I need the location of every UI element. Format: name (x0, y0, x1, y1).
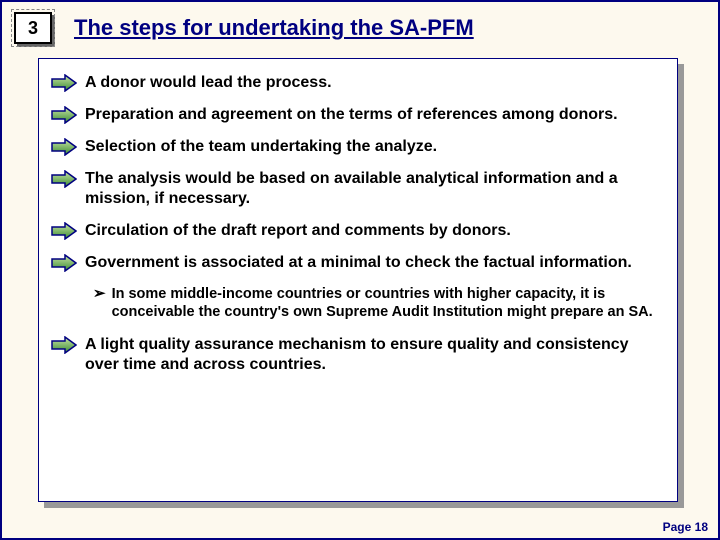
content-box: A donor would lead the process. Preparat… (38, 58, 678, 502)
chevron-icon: ➢ (93, 285, 106, 303)
arrow-icon (51, 106, 77, 124)
arrow-icon (51, 74, 77, 92)
bullet-text: Circulation of the draft report and comm… (85, 221, 657, 241)
bullet-text: A donor would lead the process. (85, 73, 657, 93)
bullet-item: Government is associated at a minimal to… (51, 253, 657, 273)
page-number: Page 18 (663, 520, 708, 534)
sub-bullet-item: ➢ In some middle-income countries or cou… (93, 285, 657, 321)
bullet-item: A donor would lead the process. (51, 73, 657, 93)
bullet-item: Circulation of the draft report and comm… (51, 221, 657, 241)
step-number: 3 (28, 18, 38, 39)
bullet-item: Selection of the team undertaking the an… (51, 137, 657, 157)
arrow-icon (51, 170, 77, 188)
bullet-text: A light quality assurance mechanism to e… (85, 335, 657, 375)
arrow-icon (51, 222, 77, 240)
bullet-text: Preparation and agreement on the terms o… (85, 105, 657, 125)
arrow-icon (51, 138, 77, 156)
bullet-text: Selection of the team undertaking the an… (85, 137, 657, 157)
bullet-text: Government is associated at a minimal to… (85, 253, 657, 273)
sub-bullet-text: In some middle-income countries or count… (112, 285, 657, 321)
slide-title: The steps for undertaking the SA-PFM (74, 15, 474, 41)
bullet-item: The analysis would be based on available… (51, 169, 657, 209)
bullet-item: A light quality assurance mechanism to e… (51, 335, 657, 375)
arrow-icon (51, 254, 77, 272)
bullet-item: Preparation and agreement on the terms o… (51, 105, 657, 125)
arrow-icon (51, 336, 77, 354)
step-number-box: 3 (14, 12, 52, 44)
header: 3 The steps for undertaking the SA-PFM (6, 6, 714, 50)
bullet-text: The analysis would be based on available… (85, 169, 657, 209)
